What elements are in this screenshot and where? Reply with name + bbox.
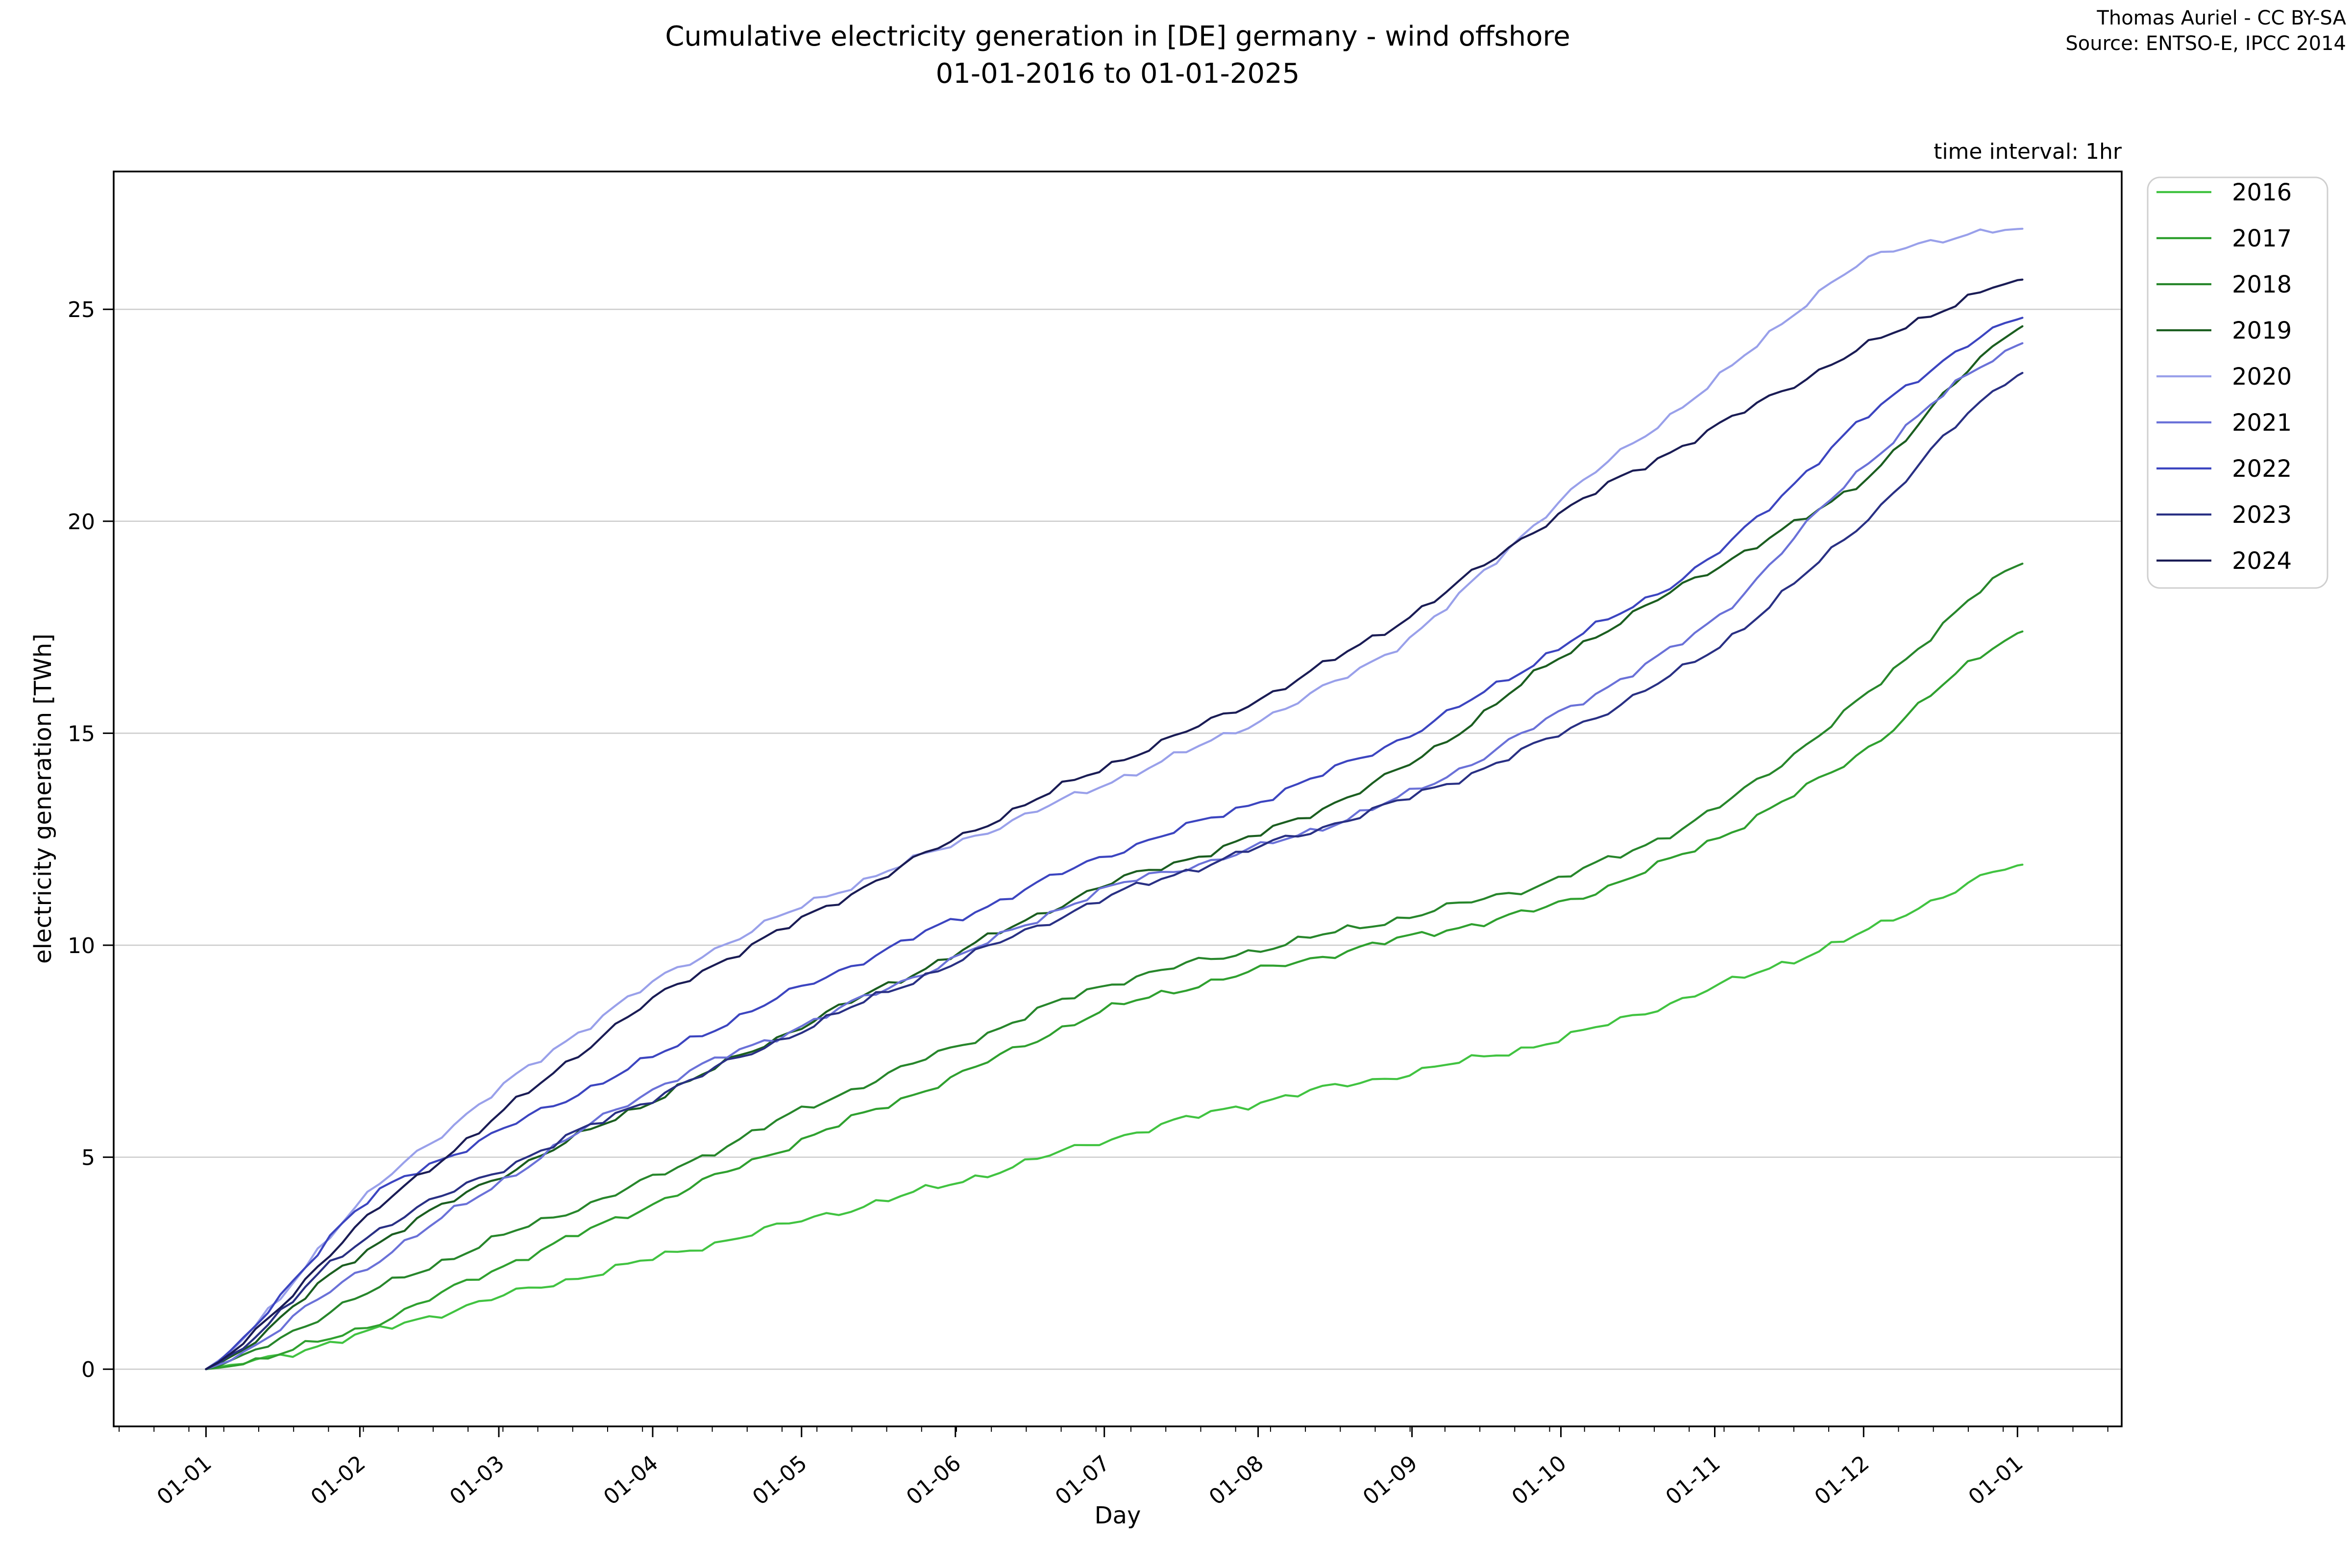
chart-title-line2: 01-01-2016 to 01-01-2025 [935,58,1300,90]
chart-title-line1: Cumulative electricity generation in [DE… [665,21,1570,52]
legend-label-2020: 2020 [2232,363,2292,391]
x-tick-label: 01-11 [1661,1450,1725,1510]
legend-label-2021: 2021 [2232,409,2292,437]
x-tick-label: 01-01 [152,1450,217,1510]
plot-border [113,171,2123,1427]
series-line-2023 [205,371,2024,1371]
legend-label-2023: 2023 [2232,501,2292,529]
y-tick-label: 20 [68,510,95,535]
y-tick-label: 0 [81,1357,95,1382]
legend-label-2018: 2018 [2232,271,2292,298]
x-tick-label: 01-07 [1051,1450,1115,1510]
series-line-2021 [205,342,2024,1371]
x-tick-label: 01-08 [1204,1450,1269,1510]
attribution-author: Thomas Auriel - CC BY-SA [2097,7,2346,29]
x-axis-label: Day [1094,1502,1141,1529]
y-tick-label: 10 [68,933,95,958]
x-tick-label: 01-03 [445,1450,509,1510]
legend-label-2022: 2022 [2232,455,2292,483]
x-tick-label: 01-12 [1810,1450,1874,1510]
legend-label-2017: 2017 [2232,225,2292,252]
legend-label-2024: 2024 [2232,547,2292,575]
legend-box [2147,176,2328,589]
x-tick-label: 01-05 [748,1450,812,1510]
x-tick-label: 01-10 [1507,1450,1571,1510]
y-tick-label: 15 [68,721,95,746]
x-tick-label: 01-02 [306,1450,370,1510]
x-tick-label: 01-04 [599,1450,663,1510]
series-line-2018 [205,563,2024,1371]
x-tick-label: 01-06 [902,1450,966,1510]
y-tick-label: 25 [68,297,95,322]
series-line-2024 [205,278,2024,1371]
series-line-2019 [205,325,2024,1371]
series-line-2020 [205,227,2024,1371]
time-interval-label: time interval: 1hr [1934,139,2122,164]
legend-label-2016: 2016 [2232,179,2292,206]
series-line-2017 [205,630,2024,1371]
y-tick-label: 5 [81,1146,95,1171]
attribution-source: Source: ENTSO-E, IPCC 2014 [2065,32,2346,55]
series-line-2016 [205,863,2024,1371]
x-tick-label: 01-01 [1964,1450,2028,1510]
x-tick-label: 01-09 [1358,1450,1422,1510]
series-line-2022 [205,317,2024,1371]
legend-label-2019: 2019 [2232,317,2292,344]
